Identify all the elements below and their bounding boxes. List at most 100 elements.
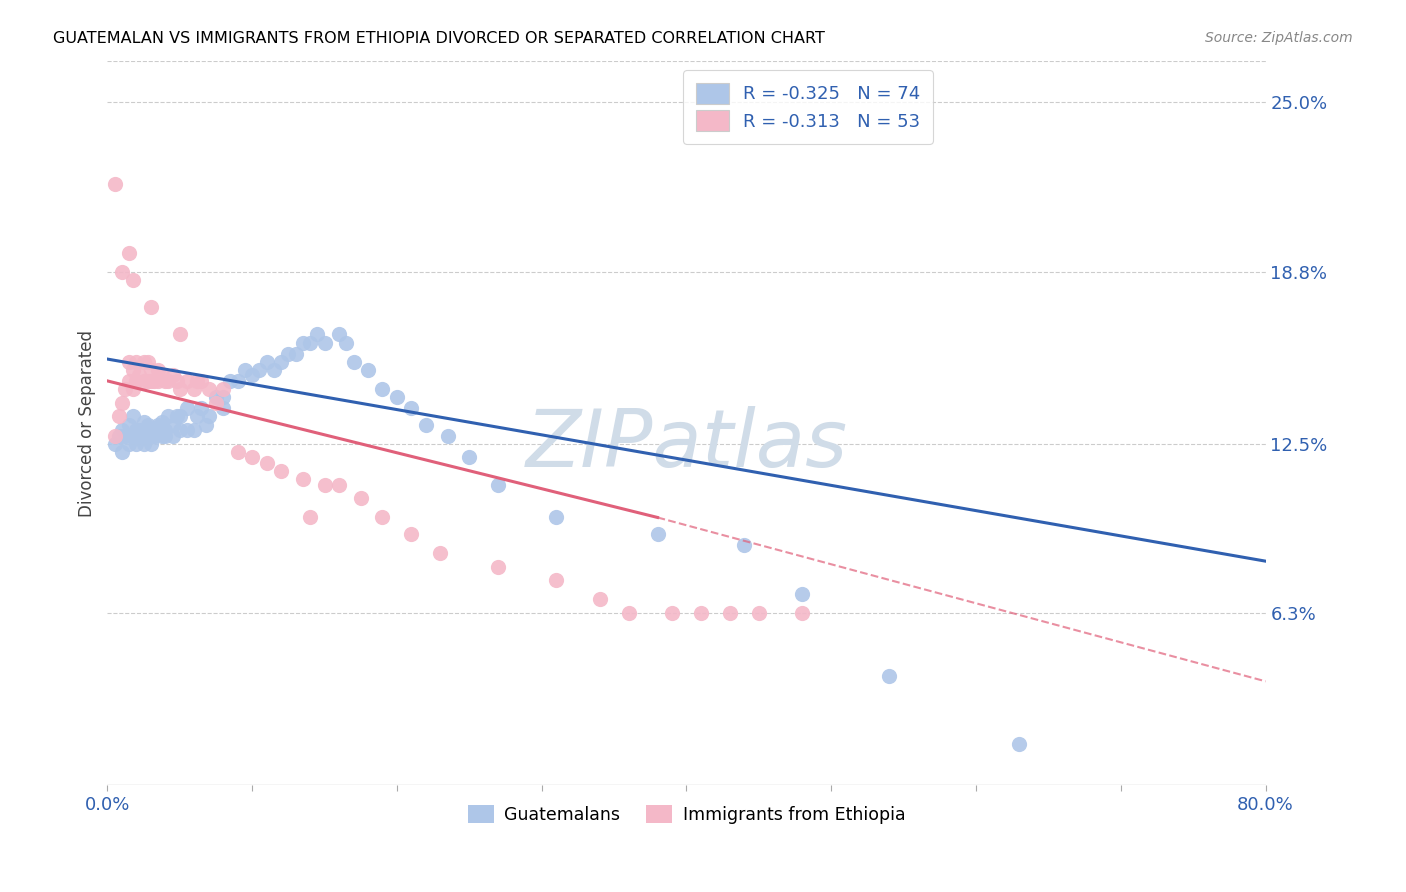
Point xyxy=(142,374,165,388)
Point xyxy=(314,335,336,350)
Point xyxy=(111,265,134,279)
Point xyxy=(128,423,150,437)
Point xyxy=(118,417,141,432)
Point xyxy=(1008,737,1031,751)
Point xyxy=(277,346,299,360)
Point xyxy=(436,428,458,442)
Point xyxy=(114,382,136,396)
Point xyxy=(128,368,150,383)
Point xyxy=(139,436,162,450)
Point xyxy=(270,355,292,369)
Point xyxy=(186,409,208,424)
Point xyxy=(792,587,814,601)
Point xyxy=(415,417,437,432)
Point xyxy=(122,409,145,424)
Point xyxy=(152,428,174,442)
Point xyxy=(136,374,159,388)
Point xyxy=(162,428,184,442)
Point xyxy=(429,546,451,560)
Point xyxy=(458,450,481,465)
Point xyxy=(205,390,228,404)
Point xyxy=(186,374,208,388)
Point xyxy=(142,428,165,442)
Point xyxy=(486,559,509,574)
Point xyxy=(284,346,307,360)
Point xyxy=(122,273,145,287)
Text: GUATEMALAN VS IMMIGRANTS FROM ETHIOPIA DIVORCED OR SEPARATED CORRELATION CHART: GUATEMALAN VS IMMIGRANTS FROM ETHIOPIA D… xyxy=(53,31,825,46)
Point xyxy=(183,382,205,396)
Point xyxy=(247,363,270,377)
Point xyxy=(240,450,263,465)
Y-axis label: Divorced or Separated: Divorced or Separated xyxy=(79,330,96,516)
Point xyxy=(371,382,394,396)
Point xyxy=(486,477,509,491)
Point xyxy=(114,428,136,442)
Point xyxy=(385,390,408,404)
Point xyxy=(307,327,329,342)
Point xyxy=(132,415,155,429)
Point xyxy=(146,363,169,377)
Point xyxy=(166,409,188,424)
Point xyxy=(176,401,198,416)
Point xyxy=(226,374,249,388)
Point xyxy=(136,428,159,442)
Point xyxy=(132,428,155,442)
Point xyxy=(132,374,155,388)
Point xyxy=(169,409,191,424)
Point xyxy=(166,374,188,388)
Point xyxy=(205,396,228,410)
Point xyxy=(132,355,155,369)
Point xyxy=(661,606,683,620)
Point xyxy=(588,592,610,607)
Point xyxy=(125,436,148,450)
Point xyxy=(139,363,162,377)
Point xyxy=(617,606,640,620)
Point xyxy=(125,355,148,369)
Point xyxy=(291,335,314,350)
Point xyxy=(118,374,141,388)
Point xyxy=(190,374,212,388)
Point xyxy=(690,606,713,620)
Point xyxy=(125,423,148,437)
Point xyxy=(146,374,169,388)
Point xyxy=(219,374,242,388)
Legend: Guatemalans, Immigrants from Ethiopia: Guatemalans, Immigrants from Ethiopia xyxy=(461,798,912,830)
Point xyxy=(111,396,134,410)
Point xyxy=(146,423,169,437)
Point xyxy=(647,526,669,541)
Point xyxy=(401,401,423,416)
Point xyxy=(212,390,235,404)
Point xyxy=(291,472,314,486)
Point xyxy=(118,355,141,369)
Point xyxy=(128,428,150,442)
Point xyxy=(157,374,180,388)
Point xyxy=(233,363,256,377)
Point xyxy=(335,335,357,350)
Point xyxy=(299,510,322,524)
Point xyxy=(877,669,900,683)
Point xyxy=(256,355,278,369)
Point xyxy=(183,423,205,437)
Point xyxy=(139,300,162,314)
Point xyxy=(169,423,191,437)
Point xyxy=(152,368,174,383)
Point xyxy=(546,574,568,588)
Point xyxy=(111,423,134,437)
Point xyxy=(146,417,169,432)
Point xyxy=(155,428,177,442)
Point xyxy=(792,606,814,620)
Point xyxy=(546,510,568,524)
Point xyxy=(733,538,755,552)
Point xyxy=(169,327,191,342)
Point xyxy=(118,436,141,450)
Point xyxy=(357,363,380,377)
Point xyxy=(108,409,131,424)
Point xyxy=(104,178,127,192)
Point xyxy=(748,606,770,620)
Point xyxy=(155,423,177,437)
Point xyxy=(328,327,350,342)
Point xyxy=(122,363,145,377)
Point xyxy=(122,382,145,396)
Point xyxy=(371,510,394,524)
Point xyxy=(152,415,174,429)
